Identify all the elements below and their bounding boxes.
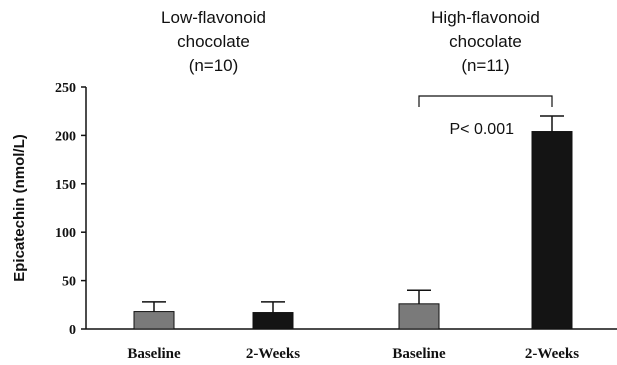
bar-2 (252, 312, 294, 330)
group-label-line: Low-flavonoid (161, 8, 266, 27)
y-tick-label: 50 (62, 275, 76, 290)
group-label-line: chocolate (449, 32, 522, 51)
y-tick-label: 150 (55, 178, 76, 193)
y-axis: 0 50 100 150 200 250 (55, 81, 87, 338)
bar-4 (531, 131, 573, 330)
x-tick-label: 2-Weeks (525, 346, 579, 362)
significance-bracket (418, 95, 553, 107)
group-label-line: (n=10) (189, 56, 239, 75)
y-tick-label: 0 (69, 323, 76, 338)
y-tick-label: 250 (55, 81, 76, 96)
x-axis-labels: Baseline 2-Weeks Baseline 2-Weeks (127, 346, 579, 362)
significance-annotation: P< 0.001 (418, 95, 553, 138)
y-tick-label: 200 (55, 129, 76, 144)
y-axis-title: Epicatechin (nmol/L) (11, 134, 28, 282)
y-tick-label: 100 (55, 226, 76, 241)
x-tick-label: 2-Weeks (246, 346, 300, 362)
bar-3 (398, 303, 440, 330)
bars (133, 131, 573, 330)
error-bars (142, 115, 564, 313)
x-tick-label: Baseline (392, 346, 446, 362)
group-label-line: chocolate (177, 32, 250, 51)
p-value-label: P< 0.001 (450, 121, 515, 138)
group-label-line: (n=11) (461, 56, 509, 75)
group-labels: Low-flavonoid chocolate (n=10) High-flavono… (161, 8, 540, 75)
group-label-line: High-flavonoid (431, 8, 540, 27)
x-tick-label: Baseline (127, 346, 181, 362)
bar-1 (133, 311, 175, 330)
